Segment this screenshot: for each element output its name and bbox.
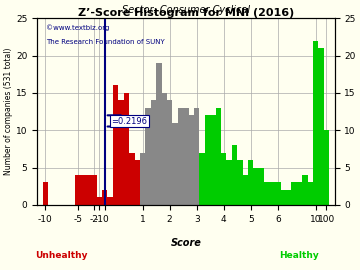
Text: Sector: Consumer Cyclical: Sector: Consumer Cyclical bbox=[122, 5, 250, 15]
Bar bbox=[156, 63, 162, 205]
Bar bbox=[108, 197, 113, 205]
Bar bbox=[205, 115, 210, 205]
Bar bbox=[264, 183, 270, 205]
Bar bbox=[216, 108, 221, 205]
Bar bbox=[275, 183, 280, 205]
Y-axis label: Number of companies (531 total): Number of companies (531 total) bbox=[4, 48, 13, 175]
Bar bbox=[113, 86, 118, 205]
Text: Score: Score bbox=[170, 238, 201, 248]
Bar bbox=[253, 168, 259, 205]
Bar bbox=[167, 100, 172, 205]
Bar bbox=[172, 123, 178, 205]
Text: =0.2196: =0.2196 bbox=[111, 117, 147, 126]
Title: Z’-Score Histogram for MNI (2016): Z’-Score Histogram for MNI (2016) bbox=[78, 8, 294, 18]
Bar bbox=[178, 108, 183, 205]
Bar bbox=[140, 153, 145, 205]
Text: Unhealthy: Unhealthy bbox=[35, 251, 87, 261]
Bar bbox=[248, 160, 253, 205]
Bar bbox=[135, 160, 140, 205]
Bar bbox=[318, 48, 324, 205]
Bar bbox=[86, 175, 91, 205]
Bar bbox=[280, 190, 286, 205]
Bar bbox=[189, 115, 194, 205]
Bar bbox=[270, 183, 275, 205]
Bar bbox=[102, 190, 108, 205]
Bar bbox=[286, 190, 291, 205]
Bar bbox=[307, 183, 313, 205]
Bar bbox=[297, 183, 302, 205]
Bar bbox=[96, 197, 102, 205]
Bar bbox=[291, 183, 297, 205]
Bar bbox=[124, 93, 129, 205]
Bar bbox=[302, 175, 307, 205]
Bar bbox=[42, 183, 48, 205]
Bar bbox=[80, 175, 86, 205]
Bar bbox=[226, 160, 232, 205]
Bar bbox=[199, 153, 205, 205]
Bar bbox=[243, 175, 248, 205]
Bar bbox=[129, 153, 135, 205]
Bar bbox=[221, 153, 226, 205]
Bar bbox=[118, 100, 124, 205]
Bar bbox=[259, 168, 264, 205]
Bar bbox=[324, 130, 329, 205]
Bar bbox=[183, 108, 189, 205]
Text: ©www.textbiz.org: ©www.textbiz.org bbox=[46, 24, 109, 31]
Bar bbox=[237, 160, 243, 205]
Bar bbox=[145, 108, 151, 205]
Bar bbox=[91, 175, 96, 205]
Bar bbox=[162, 93, 167, 205]
Bar bbox=[75, 175, 80, 205]
Bar bbox=[194, 108, 199, 205]
Text: The Research Foundation of SUNY: The Research Foundation of SUNY bbox=[46, 39, 165, 45]
Bar bbox=[210, 115, 216, 205]
Bar bbox=[232, 145, 237, 205]
Bar bbox=[313, 41, 318, 205]
Bar bbox=[151, 100, 156, 205]
Text: Healthy: Healthy bbox=[279, 251, 319, 261]
